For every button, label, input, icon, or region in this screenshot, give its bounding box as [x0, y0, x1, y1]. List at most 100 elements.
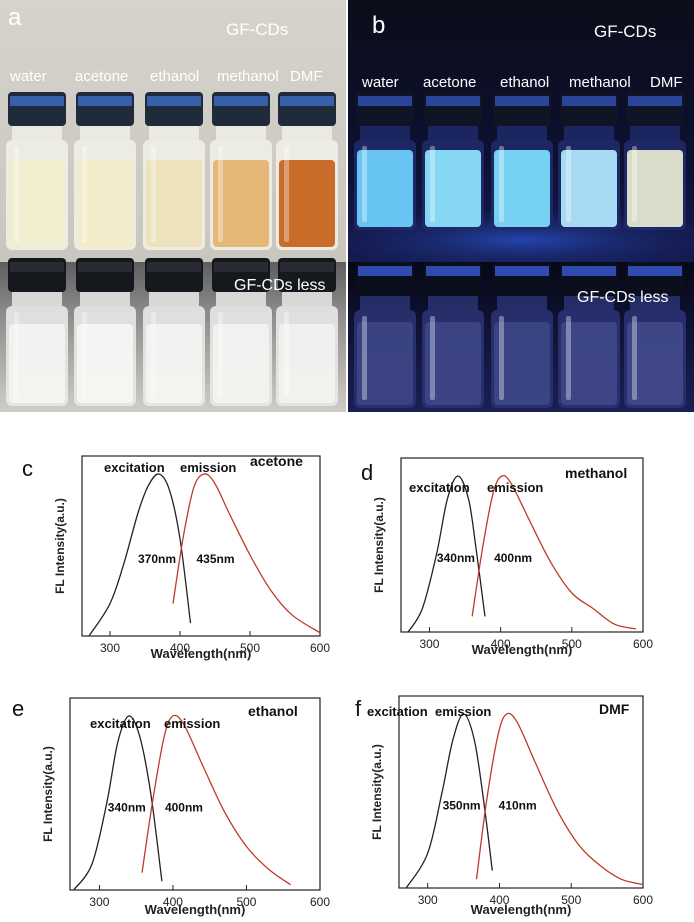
x-axis-label: Wavelength(nm) [472, 642, 573, 657]
peak-label-excitation: 340nm [108, 801, 146, 815]
x-tick-label: 400 [491, 637, 511, 651]
x-tick-label: 500 [236, 895, 256, 909]
photo-panel-b: b GF-CDs water acetone ethanol methanol … [348, 0, 694, 412]
photo-b-bottom-label: GF-CDs less [577, 289, 669, 306]
x-axis-label: Wavelength(nm) [151, 646, 252, 661]
x-tick-label: 400 [489, 893, 509, 907]
x-tick-label: 500 [561, 893, 581, 907]
photo-a-title: GF-CDs [226, 20, 289, 39]
panel-letter: d [361, 460, 373, 485]
plot-frame [81, 455, 321, 637]
vial [143, 258, 205, 406]
panel-letter-b: b [372, 12, 386, 39]
plot-frame [400, 457, 644, 633]
vial [276, 92, 338, 250]
peak-label-emission: 435nm [197, 552, 235, 566]
x-tick-label: 300 [418, 893, 438, 907]
solvent-label-methanol: methanol [217, 68, 279, 85]
solvent-label-ethanol-b: ethanol [500, 74, 550, 91]
photo-panel-a: a GF-CDs water acetone ethanol methanol … [0, 0, 346, 412]
peak-label-excitation: 370nm [138, 552, 176, 566]
vial [558, 92, 620, 230]
vial [624, 92, 686, 230]
panel-letter: e [12, 696, 24, 721]
y-axis-label: FL Intensity(a.u.) [370, 744, 384, 840]
series-line-excitation [88, 473, 192, 637]
x-tick-label: 600 [633, 637, 653, 651]
series-line-emission [141, 714, 291, 886]
y-axis-label: FL Intensity(a.u.) [53, 498, 67, 594]
vial [74, 258, 136, 406]
vial [558, 262, 620, 408]
solvent-label-acetone-b: acetone [423, 74, 477, 91]
vial [143, 92, 205, 250]
chart-title: DMF [599, 701, 630, 717]
x-tick-label: 600 [633, 893, 653, 907]
photo-a-image [0, 0, 346, 412]
x-tick-label: 500 [562, 637, 582, 651]
chart-title: ethanol [248, 703, 298, 719]
vials-top-a [6, 92, 338, 250]
photo-b-image [348, 0, 694, 412]
series-label-excitation: excitation [367, 704, 428, 719]
solvent-label-water-b: water [362, 74, 399, 91]
vial [422, 262, 484, 408]
x-tick-label: 300 [419, 637, 439, 651]
y-axis-label: FL Intensity(a.u.) [372, 497, 386, 593]
chart-title: acetone [250, 453, 303, 469]
vial [276, 258, 338, 406]
solvent-label-dmf-b: DMF [650, 74, 683, 91]
series-line-excitation [407, 475, 486, 633]
vial [354, 262, 416, 408]
panel-letter: c [22, 456, 33, 481]
chart-title: methanol [565, 465, 627, 481]
vial [6, 92, 68, 250]
x-tick-label: 300 [89, 895, 109, 909]
x-tick-label: 500 [240, 641, 260, 655]
series-line-emission [172, 473, 321, 634]
vial [6, 258, 68, 406]
series-line-emission [475, 712, 644, 886]
plot-frame [398, 695, 644, 889]
vial [491, 262, 553, 408]
series-label-emission: emission [180, 460, 236, 475]
solvent-label-water: water [10, 68, 47, 85]
solvent-label-ethanol: ethanol [150, 68, 200, 85]
solvent-label-acetone: acetone [75, 68, 129, 85]
series-label-excitation: excitation [409, 480, 470, 495]
vial [624, 262, 686, 408]
series-label-emission: emission [487, 480, 543, 495]
series-label-excitation: excitation [90, 716, 151, 731]
photo-a-bottom-label: GF-CDs less [234, 277, 326, 294]
vials-bottom-b [354, 262, 686, 408]
series-label-emission: emission [435, 704, 491, 719]
y-axis-label: FL Intensity(a.u.) [41, 746, 55, 842]
panel-letter-a: a [8, 4, 22, 31]
chart-d-methanol: 300 400 500 600 Wavelength(nm) FL Intensity(a… [361, 457, 653, 657]
series-line-excitation [405, 713, 493, 889]
x-tick-label: 600 [310, 641, 330, 655]
chart-c-acetone: 300 400 500 600 Wavelength(nm) FL Intensity(a… [22, 453, 330, 661]
vial [422, 92, 484, 230]
vial [210, 258, 272, 406]
chart-f-dmf: 300 400 500 600 Wavelength(nm) FL Intensity(a… [355, 695, 653, 917]
series-line-excitation [73, 715, 163, 891]
plot-frame [69, 697, 321, 891]
peak-label-emission: 410nm [499, 799, 537, 813]
series-label-excitation: excitation [104, 460, 165, 475]
x-tick-label: 400 [170, 641, 190, 655]
x-tick-label: 600 [310, 895, 330, 909]
peak-label-emission: 400nm [165, 801, 203, 815]
vials-bottom-a [6, 258, 338, 406]
x-tick-label: 300 [100, 641, 120, 655]
peak-label-excitation: 350nm [443, 799, 481, 813]
chart-e-ethanol: 300 400 500 600 Wavelength(nm) FL Intensity(a… [12, 696, 330, 917]
vial [74, 92, 136, 250]
peak-label-emission: 400nm [494, 551, 532, 565]
vials-top-b [354, 92, 686, 230]
vial [210, 92, 272, 250]
peak-label-excitation: 340nm [437, 551, 475, 565]
solvent-label-methanol-b: methanol [569, 74, 631, 91]
vial [491, 92, 553, 230]
vial [354, 92, 416, 230]
